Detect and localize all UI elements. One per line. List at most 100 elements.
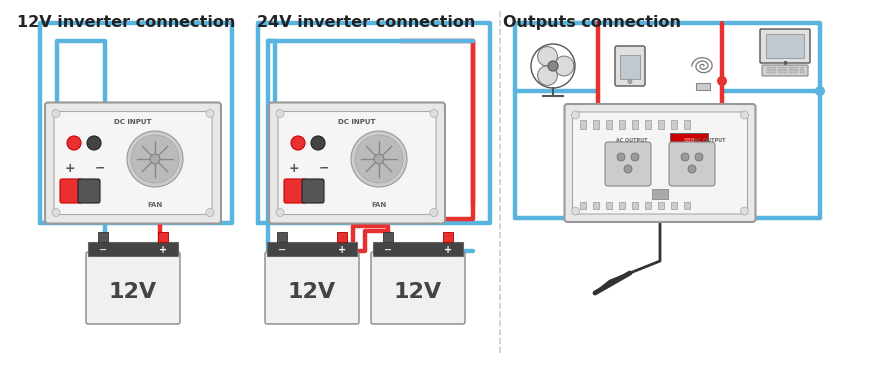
Circle shape <box>290 136 305 150</box>
Circle shape <box>571 111 579 119</box>
Text: AC OUTPUT: AC OUTPUT <box>615 138 647 142</box>
Circle shape <box>206 109 214 117</box>
Bar <box>799 72 803 73</box>
Bar <box>765 34 803 58</box>
Circle shape <box>52 208 60 216</box>
Circle shape <box>740 207 747 215</box>
Bar <box>788 72 792 73</box>
Text: +: + <box>443 245 452 255</box>
Bar <box>658 202 664 209</box>
Circle shape <box>310 136 325 150</box>
Bar <box>336 232 347 242</box>
Bar <box>382 232 393 242</box>
Circle shape <box>547 61 557 71</box>
Text: DC INPUT: DC INPUT <box>114 118 151 125</box>
Circle shape <box>374 154 383 164</box>
Circle shape <box>87 136 101 150</box>
Circle shape <box>275 208 283 216</box>
Bar <box>98 232 108 242</box>
Bar <box>777 69 781 70</box>
Circle shape <box>429 208 437 216</box>
Circle shape <box>680 153 688 161</box>
Bar <box>580 202 586 209</box>
FancyBboxPatch shape <box>761 65 807 76</box>
FancyBboxPatch shape <box>760 29 809 63</box>
Circle shape <box>623 165 631 173</box>
Circle shape <box>530 44 574 88</box>
Circle shape <box>355 135 402 183</box>
Text: −: − <box>277 245 286 255</box>
Circle shape <box>429 109 437 117</box>
Bar <box>658 120 664 129</box>
Bar <box>606 120 612 129</box>
Bar <box>158 232 168 242</box>
Bar <box>669 133 707 146</box>
Text: −: − <box>318 162 328 174</box>
Text: −: − <box>99 245 107 255</box>
Bar <box>783 67 786 68</box>
Circle shape <box>275 109 283 117</box>
Circle shape <box>131 135 179 183</box>
Bar <box>766 67 770 68</box>
Bar <box>620 55 640 79</box>
Bar <box>788 67 792 68</box>
Bar <box>695 83 709 90</box>
Circle shape <box>627 80 631 83</box>
FancyBboxPatch shape <box>265 252 359 324</box>
Bar <box>632 120 638 129</box>
Bar <box>766 72 770 73</box>
Bar <box>772 69 776 70</box>
Circle shape <box>67 136 81 150</box>
Circle shape <box>554 56 574 76</box>
Circle shape <box>571 207 579 215</box>
Text: 888: 888 <box>682 138 694 142</box>
Bar <box>593 120 599 129</box>
Circle shape <box>149 154 160 164</box>
Bar <box>619 202 625 209</box>
Circle shape <box>630 153 638 161</box>
FancyBboxPatch shape <box>302 179 323 203</box>
Bar <box>267 242 356 256</box>
Circle shape <box>350 131 407 187</box>
Bar <box>442 232 453 242</box>
Text: AC OUTPUT: AC OUTPUT <box>693 138 725 142</box>
Circle shape <box>127 131 182 187</box>
Text: FAN: FAN <box>147 202 163 208</box>
Text: 12V: 12V <box>394 282 441 302</box>
Bar <box>645 202 651 209</box>
Bar <box>606 202 612 209</box>
Bar <box>276 232 287 242</box>
Text: +: + <box>64 162 76 174</box>
Text: Outputs connection: Outputs connection <box>502 15 680 30</box>
Bar <box>671 120 677 129</box>
Text: 12V: 12V <box>288 282 335 302</box>
Circle shape <box>616 153 624 161</box>
Bar <box>793 69 798 70</box>
Text: −: − <box>383 245 392 255</box>
Bar <box>651 189 667 199</box>
FancyBboxPatch shape <box>278 112 435 215</box>
FancyBboxPatch shape <box>86 252 180 324</box>
FancyBboxPatch shape <box>60 179 82 203</box>
Text: FAN: FAN <box>371 202 386 208</box>
FancyBboxPatch shape <box>370 252 464 324</box>
Bar <box>684 120 690 129</box>
FancyBboxPatch shape <box>269 102 444 224</box>
Circle shape <box>206 208 214 216</box>
Text: 12V inverter connection: 12V inverter connection <box>17 15 235 30</box>
Bar <box>799 67 803 68</box>
FancyBboxPatch shape <box>668 142 714 186</box>
Circle shape <box>687 165 695 173</box>
Bar <box>684 202 690 209</box>
Bar <box>772 72 776 73</box>
FancyBboxPatch shape <box>564 104 754 222</box>
Bar <box>788 69 792 70</box>
Text: +: + <box>289 162 299 174</box>
Circle shape <box>814 86 824 96</box>
Bar <box>793 67 798 68</box>
Circle shape <box>716 76 726 86</box>
Text: +: + <box>159 245 167 255</box>
Bar <box>793 72 798 73</box>
Circle shape <box>740 111 747 119</box>
FancyBboxPatch shape <box>604 142 650 186</box>
